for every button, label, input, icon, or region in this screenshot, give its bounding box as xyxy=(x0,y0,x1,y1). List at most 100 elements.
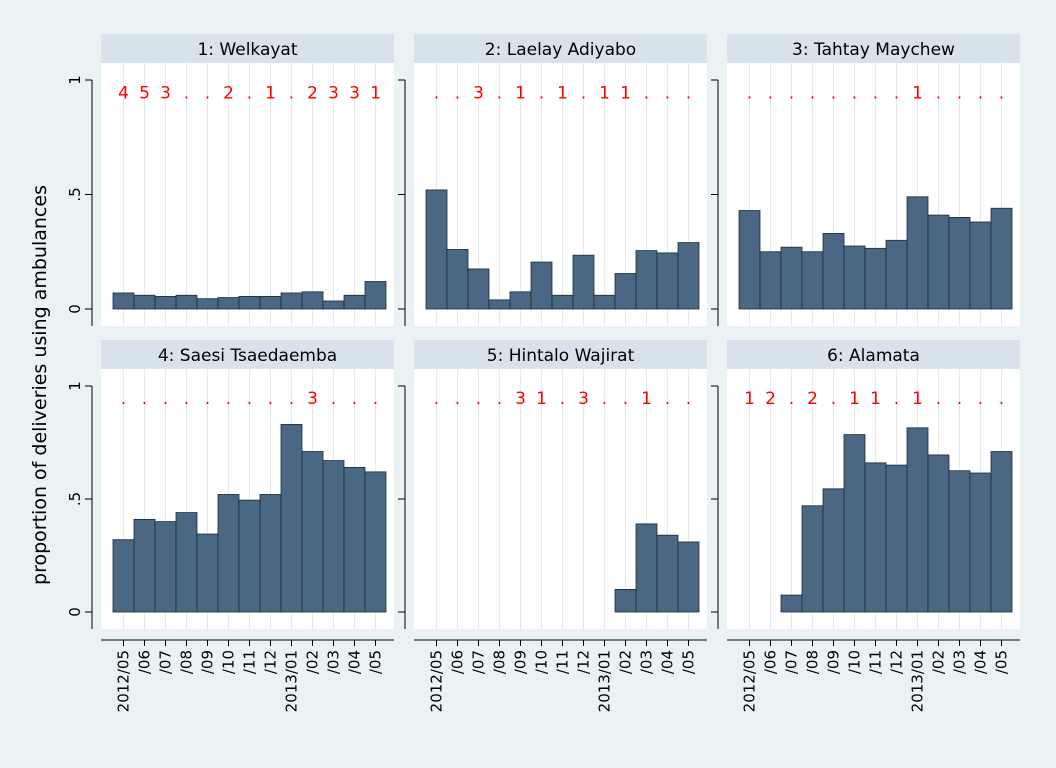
count-annotation: . xyxy=(999,389,1004,409)
bar xyxy=(843,245,866,310)
count-annotation: . xyxy=(957,83,962,103)
x-tick-label: /06 xyxy=(762,650,780,674)
count-annotation: . xyxy=(434,83,439,103)
x-tick-label: /07 xyxy=(157,650,175,674)
count-annotation: 1 xyxy=(557,83,568,103)
x-tick-label: /04 xyxy=(659,650,677,674)
bar xyxy=(467,268,490,310)
bar xyxy=(864,462,887,613)
count-annotation: . xyxy=(852,83,857,103)
bar xyxy=(801,505,824,613)
bar xyxy=(133,518,156,613)
bar xyxy=(343,466,366,613)
bar xyxy=(133,294,156,310)
count-annotation: . xyxy=(623,389,628,409)
count-annotation: 1 xyxy=(641,389,652,409)
panel-title: 5: Hintalo Wajirat xyxy=(487,346,635,366)
panel-title: 2: Laelay Adiyabo xyxy=(485,40,636,60)
bar xyxy=(906,427,929,613)
bar xyxy=(446,249,469,310)
count-annotation: . xyxy=(226,389,231,409)
bar xyxy=(259,494,282,613)
bar xyxy=(364,471,387,613)
bar xyxy=(593,294,616,310)
count-annotation: . xyxy=(873,83,878,103)
bar xyxy=(280,292,303,310)
x-tick-label: /04 xyxy=(972,650,990,674)
x-tick-label: /09 xyxy=(199,650,217,674)
panel-title-strip xyxy=(727,340,1020,369)
bar xyxy=(635,250,658,310)
bar xyxy=(238,296,261,310)
count-annotation: . xyxy=(268,389,273,409)
x-tick-label: /05 xyxy=(680,650,698,674)
bar xyxy=(677,541,700,613)
count-annotation: . xyxy=(581,83,586,103)
count-annotation: . xyxy=(560,389,565,409)
panel-title-strip xyxy=(414,340,707,369)
bar xyxy=(322,460,345,613)
bar xyxy=(927,214,950,310)
count-annotation: . xyxy=(247,389,252,409)
x-tick-label: /06 xyxy=(136,650,154,674)
x-tick-label: /11 xyxy=(241,650,259,674)
count-annotation: . xyxy=(768,83,773,103)
count-annotation: . xyxy=(184,389,189,409)
count-annotation: . xyxy=(686,83,691,103)
count-annotation: . xyxy=(978,389,983,409)
bar xyxy=(948,216,971,310)
count-annotation: 1 xyxy=(912,83,923,103)
count-annotation: 2 xyxy=(807,389,818,409)
bar xyxy=(738,210,761,310)
bar xyxy=(885,464,908,613)
count-annotation: . xyxy=(602,389,607,409)
bar xyxy=(885,239,908,310)
y-axis-label: proportion of deliveries using ambulance… xyxy=(29,185,51,585)
bar xyxy=(843,434,866,613)
bar xyxy=(780,594,803,613)
bar xyxy=(759,251,782,310)
x-tick-label: /08 xyxy=(491,650,509,674)
count-annotation: . xyxy=(686,389,691,409)
bar xyxy=(196,298,219,310)
count-annotation: . xyxy=(373,389,378,409)
bar xyxy=(801,251,824,310)
count-annotation: 2 xyxy=(765,389,776,409)
bar xyxy=(322,300,345,310)
count-annotation: . xyxy=(163,389,168,409)
count-annotation: . xyxy=(644,83,649,103)
x-tick-label: /12 xyxy=(575,650,593,674)
bar xyxy=(780,246,803,310)
x-tick-label: /09 xyxy=(512,650,530,674)
x-tick-label: /05 xyxy=(993,650,1011,674)
y-tick-label: .5 xyxy=(66,492,84,506)
bar xyxy=(635,523,658,613)
count-annotation: . xyxy=(121,389,126,409)
count-annotation: . xyxy=(289,389,294,409)
x-tick-label: 2013/01 xyxy=(909,650,927,712)
plot-area xyxy=(101,63,394,326)
count-annotation: 3 xyxy=(349,83,360,103)
x-tick-label: /02 xyxy=(617,650,635,674)
count-annotation: . xyxy=(497,83,502,103)
bar xyxy=(175,512,198,613)
bar xyxy=(677,242,700,310)
x-tick-label: /09 xyxy=(825,650,843,674)
count-annotation: 3 xyxy=(578,389,589,409)
bar xyxy=(154,296,177,310)
count-annotation: . xyxy=(831,83,836,103)
panel-4: 4: Saesi Tsaedaemba......... 3.. . 0 .5 1 2012… xyxy=(66,340,394,712)
x-tick-label: /11 xyxy=(554,650,572,674)
x-tick-label: /11 xyxy=(867,650,885,674)
x-tick-label: /02 xyxy=(930,650,948,674)
x-tick-label: /10 xyxy=(846,650,864,674)
count-annotation: 1 xyxy=(620,83,631,103)
count-annotation: . xyxy=(894,389,899,409)
bar xyxy=(822,488,845,613)
panel-title: 3: Tahtay Maychew xyxy=(792,40,955,60)
bar xyxy=(301,451,324,613)
count-annotation: . xyxy=(665,389,670,409)
